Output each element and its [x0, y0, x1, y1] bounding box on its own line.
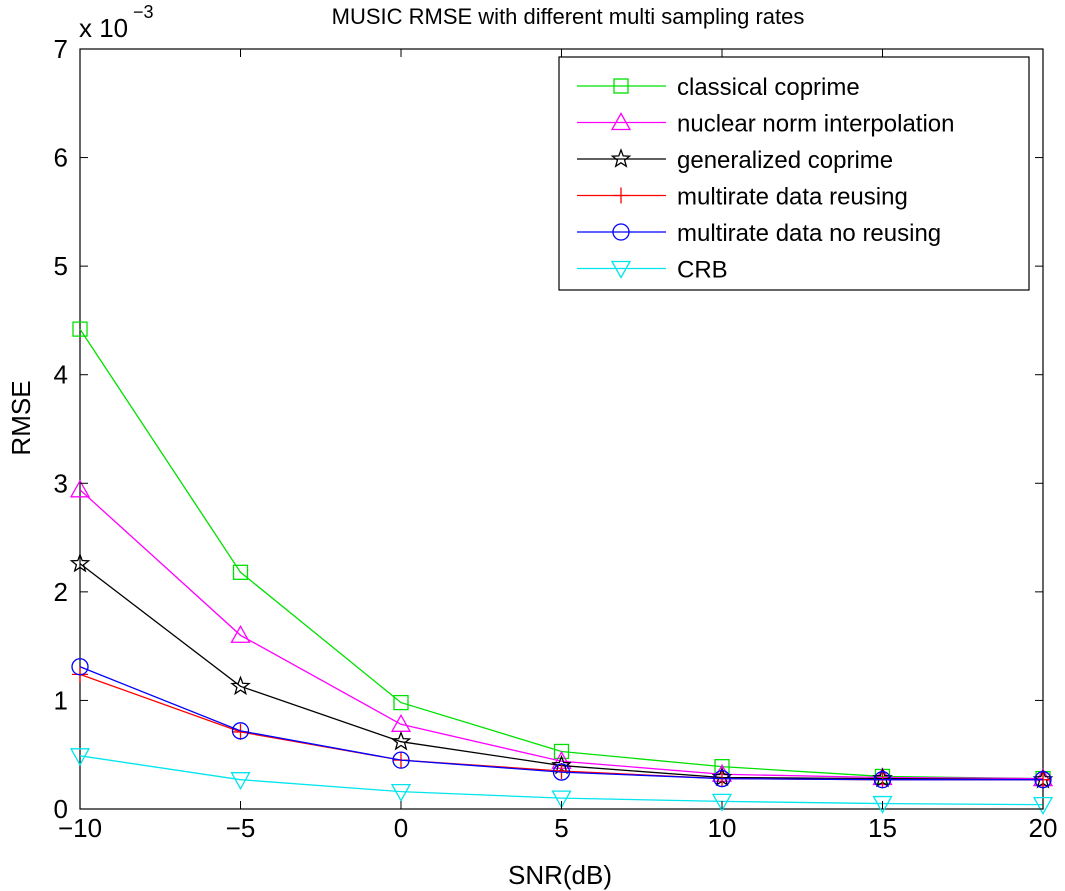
data-point-circle: [71, 658, 89, 676]
y-tick-label: 3: [54, 468, 68, 498]
data-point-star: [230, 675, 251, 696]
legend-label: multirate data no reusing: [677, 220, 941, 247]
data-point-triangle-down: [230, 772, 251, 791]
y-tick-label: 5: [54, 251, 68, 281]
x-tick-label: 15: [868, 813, 897, 843]
series-multirate-data-no-reusing: [71, 658, 1052, 789]
data-point-circle: [612, 223, 630, 241]
y-tick-label: 2: [54, 577, 68, 607]
chart-title: MUSIC RMSE with different multi sampling…: [332, 4, 805, 29]
x-tick-label: 20: [1029, 813, 1058, 843]
x-axis-label: SNR(dB): [508, 860, 612, 890]
series-layer: [69, 321, 1054, 815]
data-point-circle: [713, 769, 731, 788]
legend-label: classical coprime: [677, 74, 860, 101]
data-point-square: [232, 564, 249, 580]
data-point-triangle-down: [390, 783, 412, 802]
data-point-plus: [553, 763, 570, 779]
y-multiplier-base: x 10: [79, 13, 128, 43]
data-point-triangle-up: [230, 624, 251, 643]
legend-item: classical coprime: [577, 74, 860, 101]
x-tick-label: 10: [708, 813, 737, 843]
series-line: [79, 666, 1043, 781]
data-point-star: [610, 148, 632, 168]
ticks-layer: −10 −5 0 5 10 15 20 0 1 2 3 4 5 6 7: [54, 34, 1058, 843]
data-point-plus: [613, 187, 629, 204]
data-point-circle: [231, 722, 250, 740]
data-point-triangle-down: [711, 793, 733, 812]
x-tick-label: −5: [226, 813, 256, 843]
data-point-circle: [873, 771, 892, 789]
legend-box: [558, 56, 1030, 291]
y-tick-label: 7: [54, 34, 68, 64]
data-point-circle: [392, 751, 410, 769]
legend-item: multirate data reusing: [577, 184, 908, 211]
x-tick-label: 0: [394, 813, 408, 843]
y-axis-label: RMSE: [6, 380, 36, 455]
data-point-star: [390, 730, 412, 751]
legend-item: generalized coprime: [577, 147, 893, 174]
y-tick-label: 1: [54, 685, 68, 715]
data-point-triangle-up: [610, 112, 632, 131]
legend-label: nuclear norm interpolation: [677, 111, 955, 138]
data-point-square: [72, 321, 88, 337]
data-point-star: [69, 552, 91, 573]
legend-label: CRB: [677, 257, 728, 284]
data-point-circle: [1034, 771, 1052, 789]
legend: classical coprime nuclear norm interpolat…: [558, 56, 1030, 291]
data-point-triangle-down: [610, 260, 632, 279]
data-point-triangle-down: [1032, 797, 1054, 815]
data-point-circle: [552, 763, 571, 781]
data-point-triangle-down: [872, 795, 893, 814]
data-point-square: [613, 78, 629, 94]
data-point-square: [553, 743, 570, 760]
y-multiplier-exponent: −3: [133, 2, 154, 22]
legend-label: multirate data reusing: [677, 184, 908, 211]
y-tick-label: 0: [54, 794, 68, 824]
data-point-triangle-up: [69, 479, 91, 498]
x-tick-label: −10: [58, 813, 102, 843]
legend-item: CRB: [577, 257, 728, 284]
legend-item: multirate data no reusing: [577, 220, 941, 247]
data-point-square: [393, 694, 409, 711]
y-multiplier: x 10 −3: [79, 2, 154, 43]
legend-label: generalized coprime: [677, 147, 893, 174]
data-point-triangle-down: [69, 748, 91, 767]
y-tick-label: 6: [54, 143, 68, 173]
data-point-triangle-down: [551, 790, 572, 809]
y-tick-label: 4: [54, 360, 68, 390]
legend-item: nuclear norm interpolation: [577, 111, 955, 138]
x-tick-label: 5: [554, 813, 568, 843]
